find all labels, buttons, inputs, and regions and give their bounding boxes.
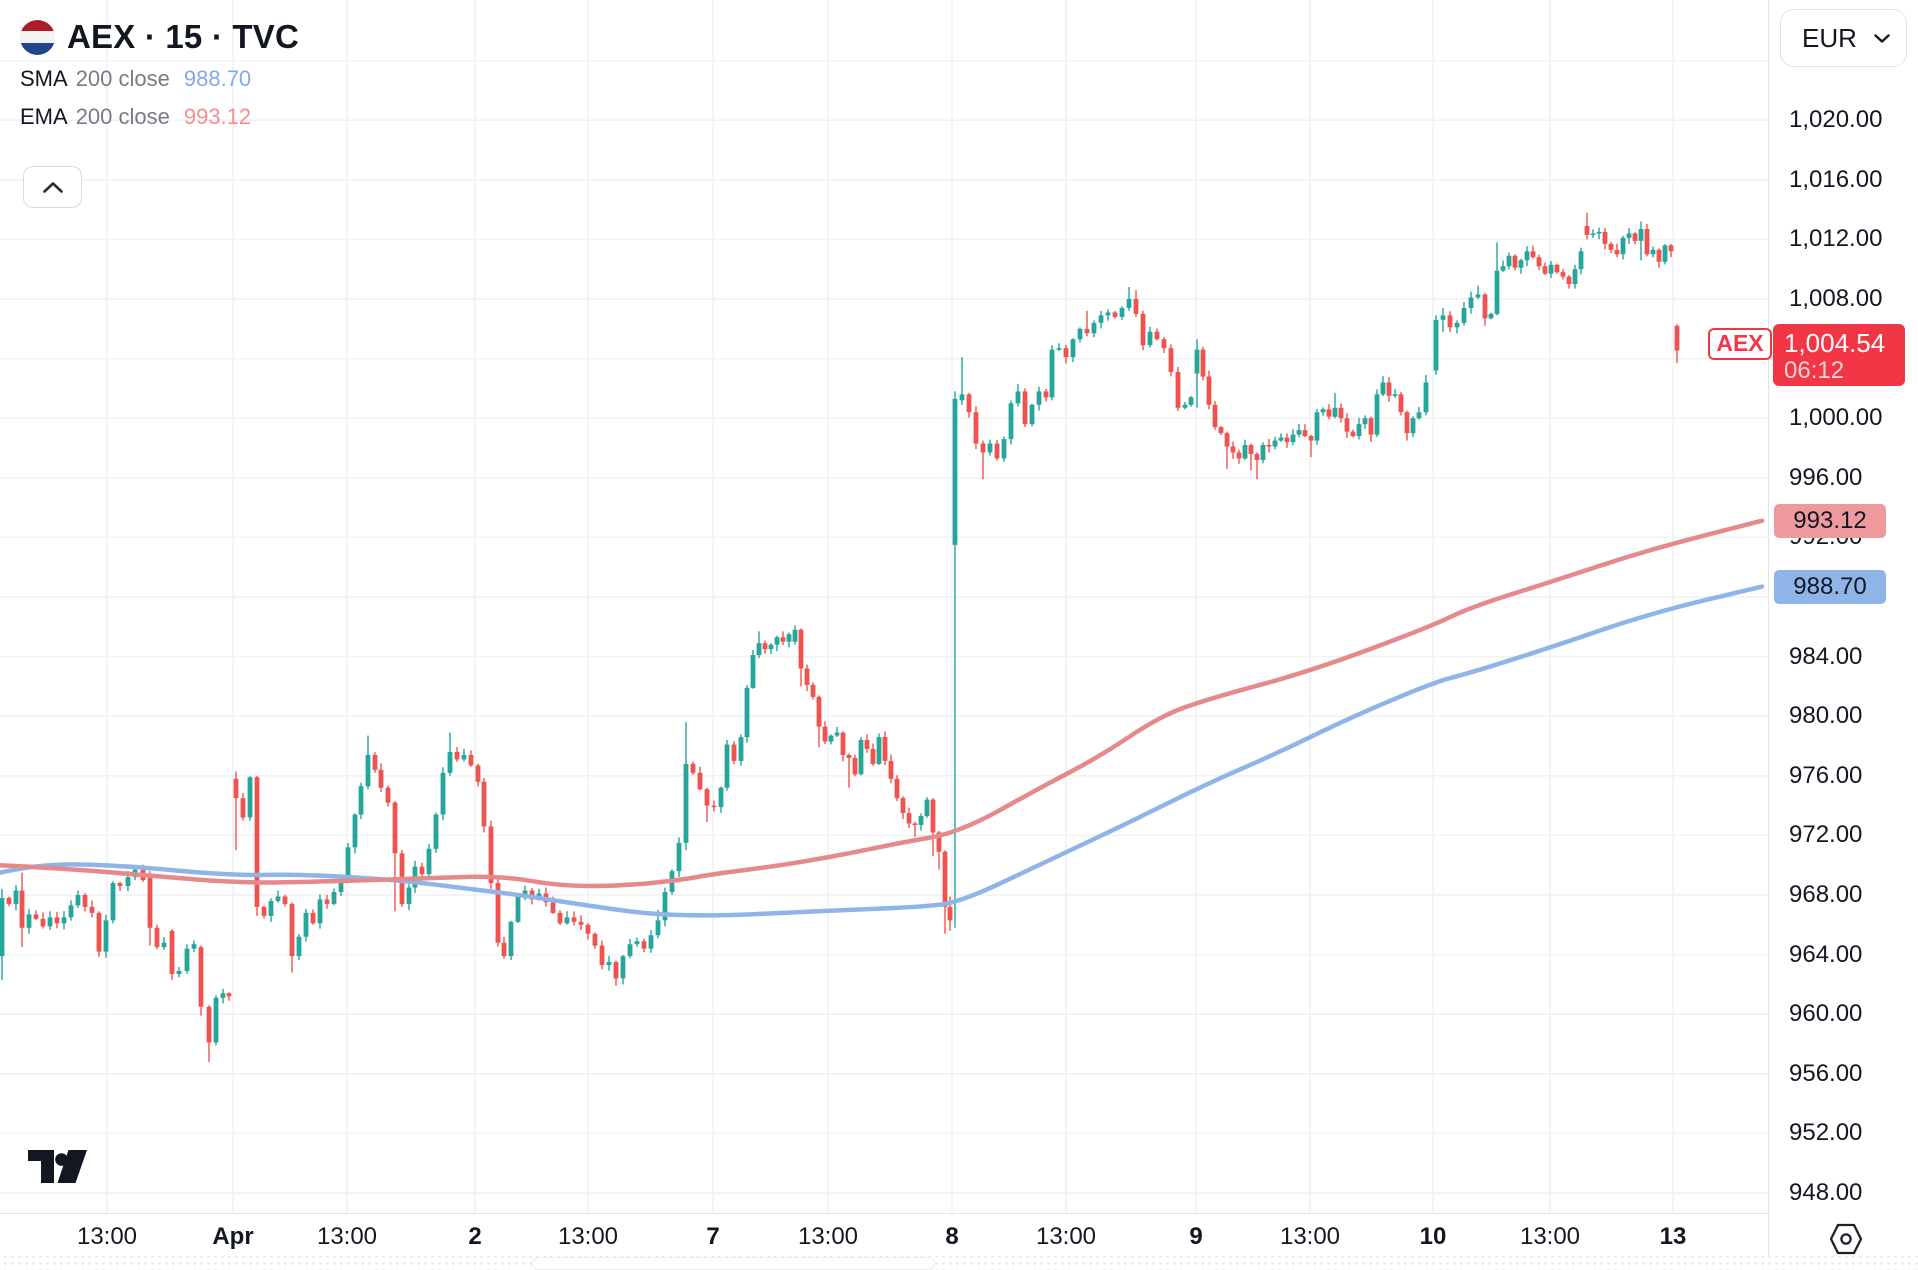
chevron-up-icon: [42, 181, 63, 193]
indicator-name: SMA: [20, 66, 68, 91]
price-axis-label: 1,012.00: [1789, 225, 1883, 253]
price-axis-label: 964.00: [1789, 940, 1863, 968]
time-axis-label: 13: [1659, 1223, 1687, 1250]
gridlines: [0, 0, 1768, 1213]
price-axis-label: 1,020.00: [1789, 106, 1883, 134]
settings-gear-icon[interactable]: [1828, 1222, 1864, 1256]
last-price-badge: AEX 1,004.54 06:12: [1708, 323, 1905, 386]
time-axis-label: Apr: [212, 1223, 254, 1250]
price-axis-label: 984.00: [1789, 642, 1863, 670]
ema-price-badge: 993.12: [1774, 503, 1886, 538]
time-axis-label: 13:00: [797, 1223, 859, 1250]
currency-label: EUR: [1802, 22, 1857, 53]
chevron-down-icon: [1874, 33, 1890, 43]
price-axis-label: 972.00: [1789, 821, 1863, 849]
indicator-value: 988.70: [183, 66, 252, 91]
price-axis-label: 1,000.00: [1789, 404, 1883, 432]
sma-price-badge: 988.70: [1774, 569, 1886, 604]
indicator-name: EMA: [20, 104, 68, 129]
last-price-value: 1,004.54: [1784, 327, 1886, 358]
time-axis-label: 9: [1189, 1223, 1203, 1250]
indicator-row-ema[interactable]: EMA 200 close 993.12: [20, 98, 299, 136]
time-axis-label: 13:00: [557, 1223, 619, 1250]
price-axis-label: 980.00: [1789, 702, 1863, 730]
time-axis[interactable]: 13:00 Apr 13:00 2 13:00 7 13:00 8 13:00 9 13:00 10 1…: [0, 1213, 1768, 1257]
price-axis-label: 956.00: [1789, 1059, 1863, 1087]
time-axis-label: 2: [468, 1223, 482, 1250]
time-axis-label: 13:00: [1035, 1223, 1097, 1250]
time-axis-label: 10: [1419, 1223, 1447, 1250]
time-axis-label: 13:00: [1279, 1223, 1341, 1250]
symbol-chip: AEX: [1708, 327, 1772, 360]
time-axis-label: 7: [706, 1223, 720, 1250]
timeline-scrollbar[interactable]: [0, 1256, 1918, 1270]
time-axis-label: 13:00: [316, 1223, 378, 1250]
tradingview-logo[interactable]: [28, 1150, 88, 1184]
price-axis[interactable]: 948.00 952.00 956.00 960.00 964.00 968.00 972.…: [1708, 0, 1918, 1270]
price-axis-label: 1,016.00: [1789, 165, 1883, 193]
scrollbar-thumb[interactable]: [532, 1257, 935, 1270]
indicator-params: 200 close: [75, 104, 170, 129]
time-axis-label: 13:00: [76, 1223, 138, 1250]
price-axis-label: 952.00: [1789, 1119, 1863, 1147]
time-axis-label: 8: [945, 1223, 959, 1250]
chart-canvas[interactable]: [0, 0, 1768, 1213]
price-axis-label: 968.00: [1789, 881, 1863, 908]
symbol-legend: AEX · 15 · TVC SMA 200 close 988.70 EMA …: [20, 14, 299, 136]
price-axis-label: 960.00: [1789, 1000, 1863, 1028]
indicator-value: 993.12: [183, 104, 252, 129]
netherlands-flag-icon: [20, 19, 55, 55]
currency-selector[interactable]: EUR: [1780, 9, 1907, 67]
bar-countdown: 06:12: [1784, 356, 1845, 384]
price-axis-label: 948.00: [1789, 1179, 1863, 1206]
indicator-row-sma[interactable]: SMA 200 close 988.70: [20, 60, 299, 98]
price-axis-label: 976.00: [1789, 761, 1863, 789]
indicator-params: 200 close: [75, 66, 170, 91]
price-axis-label: 1,008.00: [1789, 285, 1883, 312]
time-axis-label: 13:00: [1519, 1223, 1581, 1250]
moving-average-lines: [0, 518, 1765, 918]
symbol-title-row[interactable]: AEX · 15 · TVC: [20, 14, 299, 60]
symbol-title[interactable]: AEX · 15 · TVC: [67, 18, 300, 55]
price-axis-label: 996.00: [1789, 463, 1863, 491]
candlesticks: [0, 212, 1680, 1062]
collapse-indicators-button[interactable]: [23, 166, 82, 208]
